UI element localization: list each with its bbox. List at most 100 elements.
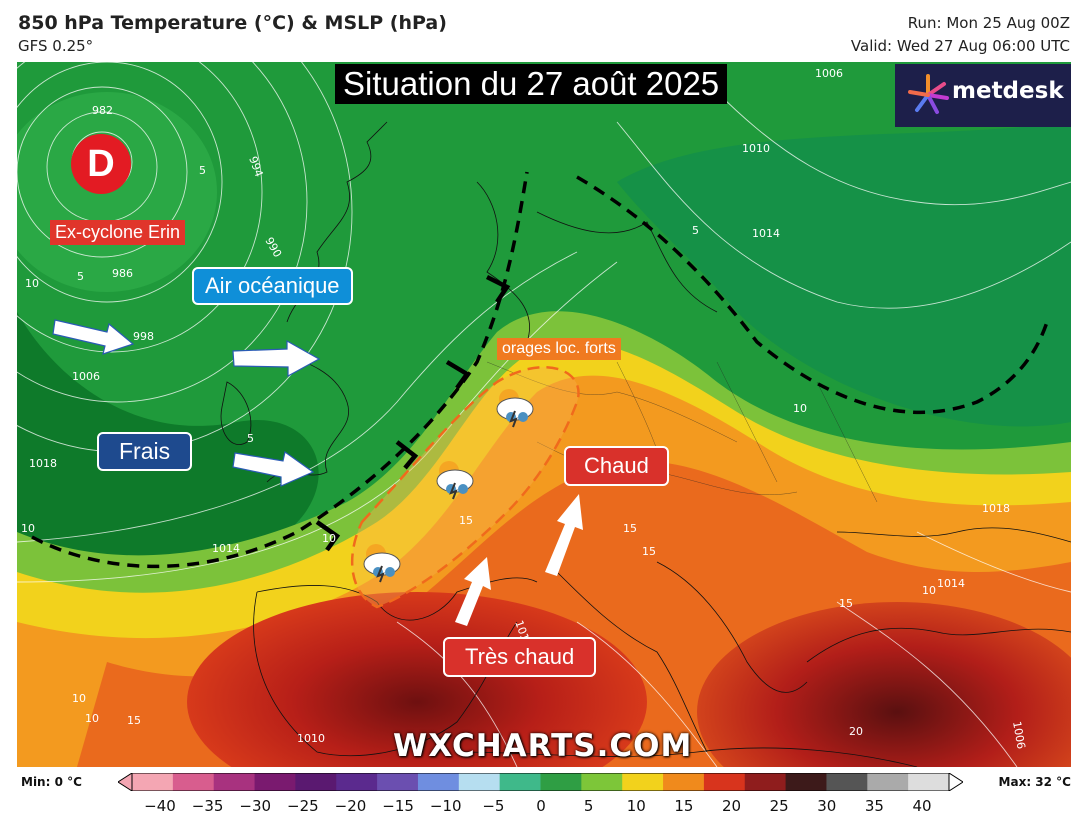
ocean-arrow-1 xyxy=(52,319,135,355)
scale-swatch xyxy=(540,773,582,791)
temp-label: 10 xyxy=(793,402,807,415)
temp-label: 10 xyxy=(322,532,336,545)
isobar-label: 1014 xyxy=(212,542,240,555)
scale-swatch xyxy=(499,773,541,791)
ridge-line xyxy=(576,175,1049,415)
scale-swatch xyxy=(908,773,950,791)
scale-tick-label: 15 xyxy=(674,797,694,815)
temp-label: 10 xyxy=(72,692,86,705)
heat-arrow-1 xyxy=(455,557,491,626)
temp-label: 5 xyxy=(692,224,699,237)
trough-line xyxy=(31,171,529,569)
scale-swatch xyxy=(703,773,746,791)
scale-swatch xyxy=(295,773,337,791)
ocean-arrow-3 xyxy=(232,450,315,487)
temp-label: 5 xyxy=(77,270,84,283)
scale-max-cap xyxy=(948,773,963,791)
legend-max-label: Max: 32 °C xyxy=(998,775,1071,789)
color-scale-bar xyxy=(118,773,963,791)
scale-tick-label: 0 xyxy=(536,797,546,815)
scale-swatch xyxy=(867,773,909,791)
isobar-label: 1006 xyxy=(815,67,843,80)
isobar-label: 1014 xyxy=(937,577,965,590)
wind-arrows xyxy=(52,319,321,487)
scale-swatch xyxy=(458,773,501,791)
temp-label: 15 xyxy=(839,597,853,610)
valid-time: Valid: Wed 27 Aug 06:00 UTC xyxy=(850,37,1070,55)
temp-label: 10 xyxy=(922,584,936,597)
chart-title: 850 hPa Temperature (°C) & MSLP (hPa) xyxy=(18,12,447,34)
scale-tick-label: 25 xyxy=(769,797,789,815)
scale-swatch xyxy=(132,773,174,791)
front-chevrons xyxy=(315,274,511,552)
temp-label: 20 xyxy=(849,725,863,738)
scale-swatch xyxy=(826,773,868,791)
low-pressure-marker: D xyxy=(71,134,131,194)
isobar-label: 982 xyxy=(92,104,113,117)
temp-label: 15 xyxy=(623,522,637,535)
ex-cyclone-erin-label: Ex-cyclone Erin xyxy=(50,220,186,245)
cool-label: Frais xyxy=(97,432,193,471)
scale-tick-label: −5 xyxy=(482,797,505,815)
storm-cloud-icon xyxy=(496,389,534,428)
temp-label: 10 xyxy=(85,712,99,725)
temp-label: 15 xyxy=(642,545,656,558)
heat-arrows xyxy=(455,494,583,626)
heat-arrow-2 xyxy=(545,494,583,576)
scale-swatch xyxy=(744,773,787,791)
isobar-label: 998 xyxy=(133,330,154,343)
storm-cloud-icon xyxy=(363,544,401,583)
scale-swatch xyxy=(254,773,296,791)
isobar-label: 1010 xyxy=(742,142,770,155)
very-hot-label: Très chaud xyxy=(443,637,597,677)
isobar-label: 986 xyxy=(112,267,133,280)
scale-tick-label: 20 xyxy=(721,797,742,815)
scale-tick-label: 35 xyxy=(864,797,884,815)
metdesk-logo-text: metdesk xyxy=(952,78,1064,104)
scale-tick-label: 10 xyxy=(626,797,646,815)
wxcharts-watermark: WXCHARTS.COM xyxy=(393,728,693,764)
scale-swatch xyxy=(622,773,664,791)
east-hot-core xyxy=(697,602,1071,767)
isobar-labels: 982 994 990 986 998 1006 1018 1014 1006 … xyxy=(29,67,1028,750)
isobar-label: 1018 xyxy=(29,457,57,470)
temp-label: 5 xyxy=(199,164,206,177)
storms-label: orages loc. forts xyxy=(497,338,621,360)
storm-cloud-icon xyxy=(436,461,474,500)
scale-swatch xyxy=(336,773,378,791)
situation-title: Situation du 27 août 2025 xyxy=(335,64,728,104)
temp-label: 5 xyxy=(247,432,254,445)
legend-min-label: Min: 0 °C xyxy=(21,775,82,789)
scale-tick-label: 5 xyxy=(583,797,594,815)
scale-tick-label: −40 xyxy=(144,797,176,815)
scale-tick-label: 30 xyxy=(817,797,837,815)
hot-label: Chaud xyxy=(564,446,669,486)
northeast-cool-air xyxy=(617,122,1071,427)
metdesk-logo xyxy=(895,64,1071,127)
temperature-labels: 5 5 5 5 10 10 10 10 10 10 10 15 15 15 15… xyxy=(21,164,936,738)
scale-tick-label: −15 xyxy=(382,797,414,815)
scale-swatch xyxy=(377,773,419,791)
scale-swatch xyxy=(172,773,215,791)
metdesk-logo-icon xyxy=(908,74,949,114)
ocean-arrow-2 xyxy=(232,339,321,378)
scale-swatch xyxy=(581,773,623,791)
scale-swatch xyxy=(663,773,705,791)
isobar-label: 1018 xyxy=(982,502,1010,515)
isobar-label: 1006 xyxy=(72,370,100,383)
run-time: Run: Mon 25 Aug 00Z xyxy=(907,14,1070,32)
isobar-label: 1014 xyxy=(752,227,780,240)
model-label: GFS 0.25° xyxy=(18,37,94,55)
scale-tick-label: −30 xyxy=(239,797,272,815)
oceanic-air-label: Air océanique xyxy=(192,267,353,305)
scale-min-cap xyxy=(118,773,133,791)
temp-label: 10 xyxy=(25,277,39,290)
scale-tick-label: −35 xyxy=(191,797,224,815)
temp-label: 10 xyxy=(21,522,35,535)
isobar-label: 1006 xyxy=(1010,720,1028,750)
isobar-label: 1010 xyxy=(297,732,325,745)
iberia-hot-core xyxy=(187,592,647,767)
scale-tick-label: −10 xyxy=(429,797,462,815)
temp-label: 15 xyxy=(459,514,473,527)
scale-swatch xyxy=(417,773,460,791)
